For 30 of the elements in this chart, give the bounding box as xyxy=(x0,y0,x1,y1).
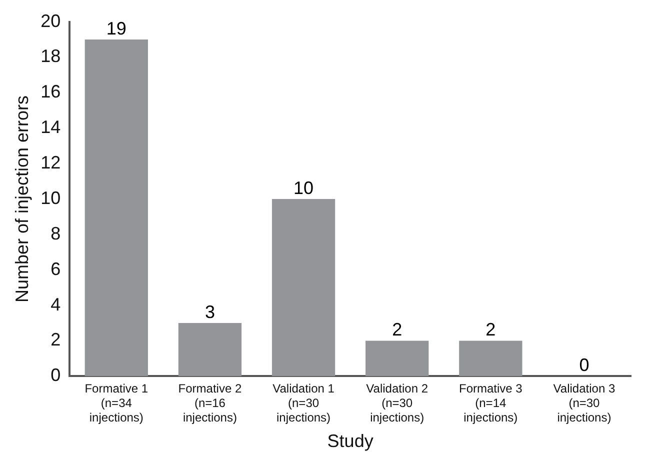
y-tick-label: 10 xyxy=(40,188,61,208)
data-label: 2 xyxy=(486,320,496,340)
y-tick-label: 6 xyxy=(50,258,61,279)
data-label: 2 xyxy=(392,320,402,340)
x-axis-title: Study xyxy=(327,431,374,452)
y-tick-label: 16 xyxy=(40,82,61,102)
y-tick-label: 20 xyxy=(40,10,61,31)
y-axis-title: Number of injection errors xyxy=(12,95,32,303)
bar xyxy=(84,40,148,376)
x-tick-label: Validation 2 (n=30 injections) xyxy=(366,382,428,425)
bar xyxy=(272,199,336,376)
bar xyxy=(178,323,242,376)
y-tick-label: 2 xyxy=(50,330,61,350)
x-tick-label: Formative 1 (n=34 injections) xyxy=(84,382,148,425)
y-tick-label: 0 xyxy=(50,365,61,386)
data-label: 10 xyxy=(294,178,314,198)
data-label: 3 xyxy=(204,302,215,322)
y-tick-label: 14 xyxy=(40,117,61,138)
y-tick-label: 4 xyxy=(50,294,61,314)
x-tick-label: Validation 3 (n=30 injections) xyxy=(553,382,616,425)
data-label: 0 xyxy=(579,355,590,376)
x-tick-label: Validation 1 (n=30 injections) xyxy=(272,382,335,425)
bar xyxy=(366,340,429,376)
y-tick-label: 18 xyxy=(40,46,61,66)
x-tick-label: Formative 3 (n=14 injections) xyxy=(458,382,523,425)
y-tick-label: 12 xyxy=(40,152,61,173)
x-tick-label: Formative 2 (n=16 injections) xyxy=(178,382,242,425)
data-label: 19 xyxy=(106,18,126,38)
bar xyxy=(459,340,522,376)
y-tick-label: 8 xyxy=(50,223,61,244)
